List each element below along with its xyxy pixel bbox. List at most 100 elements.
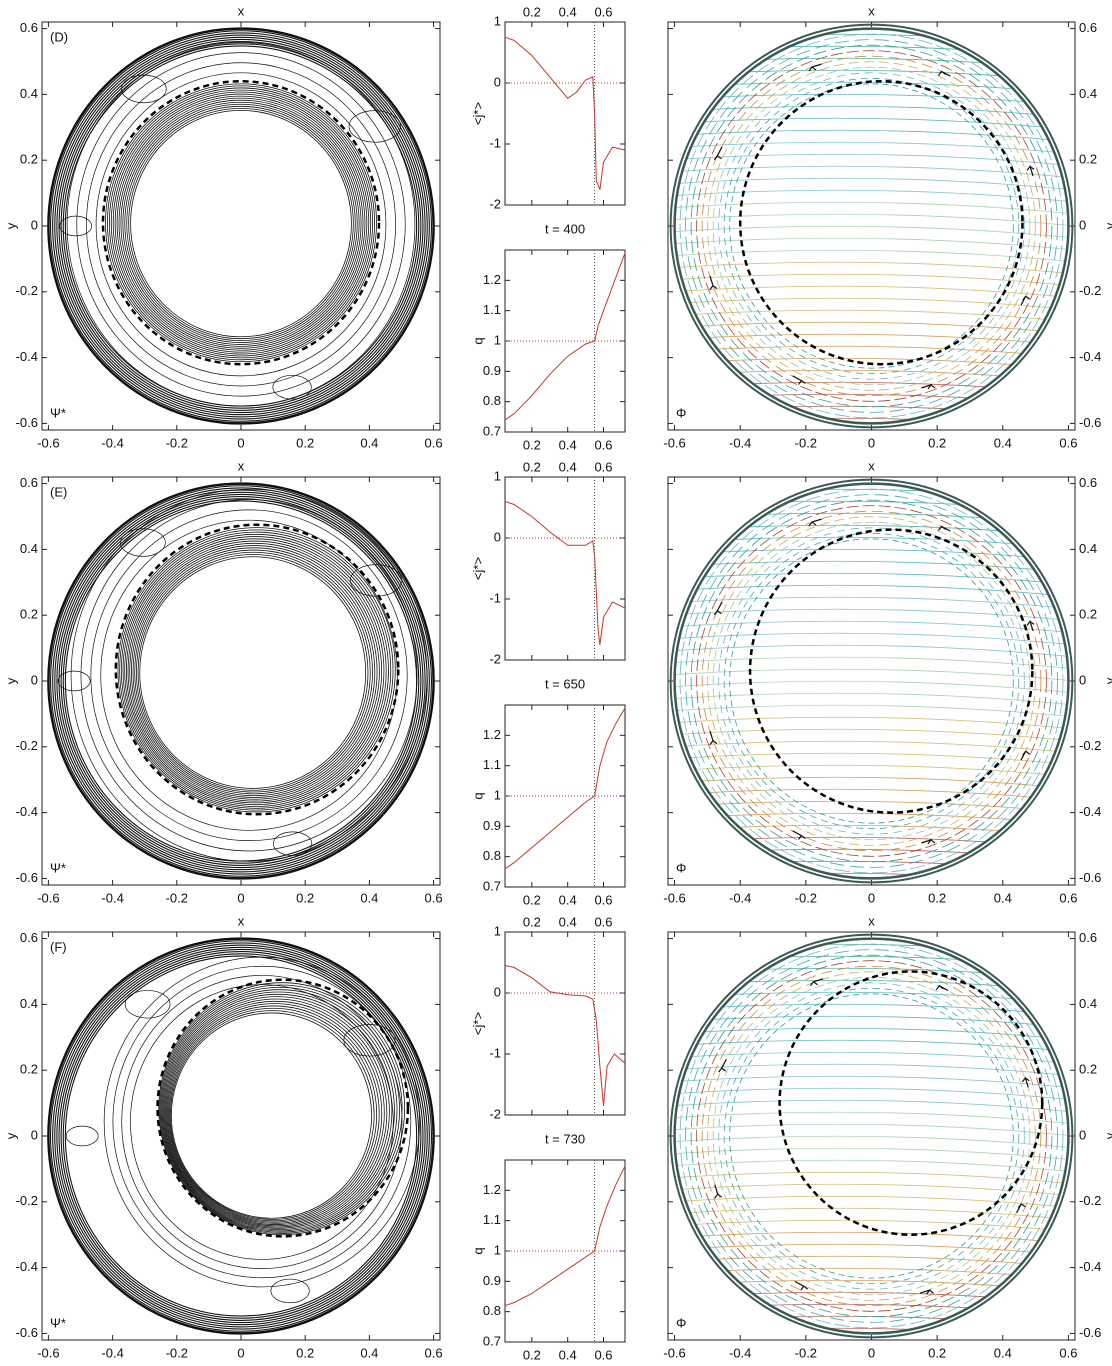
y-tick-label: 1.1 — [483, 757, 501, 772]
y-axis-label: q — [470, 1247, 485, 1254]
q1-surface — [748, 528, 1034, 814]
q1-surface — [738, 79, 1024, 366]
x-axis-label: x — [238, 458, 245, 473]
y-tick-label: -0.6 — [16, 415, 38, 430]
contour-line — [674, 1135, 1069, 1149]
contour-line — [723, 532, 1020, 830]
y-tick-label: 1 — [494, 1242, 501, 1257]
flow-arrow — [938, 525, 951, 532]
contour-line — [674, 572, 1069, 586]
contour-line — [122, 101, 360, 345]
x-tick-label: -0.6 — [37, 435, 59, 450]
contour-line — [696, 50, 1047, 402]
y-tick-label: -0.4 — [1079, 349, 1101, 364]
x-tick-label: 0.6 — [594, 1347, 612, 1362]
contour-line — [95, 72, 387, 377]
contour-line — [674, 656, 1069, 670]
x-tick-label: -0.4 — [729, 890, 751, 905]
contour-line — [135, 551, 371, 793]
y-axis-label: q — [470, 792, 485, 799]
y-tick-label: 0.7 — [483, 423, 501, 438]
contour-line — [723, 987, 1020, 1285]
contour-line — [674, 1123, 1069, 1137]
contour-line — [674, 500, 1069, 514]
contour-line — [674, 117, 1069, 131]
x-tick-label: -0.2 — [795, 1345, 817, 1360]
x-tick-label: 0.4 — [360, 890, 378, 905]
contour-line — [701, 510, 1042, 852]
contour-line — [674, 261, 1069, 275]
q1-surface — [114, 523, 400, 816]
y-tick-label: 0.7 — [483, 1333, 501, 1348]
x-tick-label: -0.2 — [795, 435, 817, 450]
panel: 0.2 0.4 0.6 0.7 0.8 0.9 1 1.1 1.2 q t = 650 — [470, 676, 626, 907]
y-axis-label: y — [1102, 1132, 1112, 1139]
contour-line — [169, 1010, 375, 1220]
x-axis-label: x — [238, 3, 245, 18]
y-tick-label: -0.2 — [16, 283, 38, 298]
contour-line — [49, 30, 433, 422]
x-tick-label: 0.4 — [559, 4, 577, 19]
contour-line — [124, 103, 358, 343]
x-tick-label: 0 — [868, 435, 875, 450]
contour-line — [674, 189, 1069, 203]
contour-line — [674, 333, 1069, 347]
y-tick-label: -0.4 — [1079, 804, 1101, 819]
contour-line — [105, 83, 377, 363]
flow-arrow — [714, 1184, 723, 1199]
contour-line — [52, 32, 430, 420]
axes-box — [41, 931, 441, 1341]
y-tick-label: 0.2 — [1079, 607, 1097, 622]
contour-line — [674, 309, 1069, 323]
contours — [48, 938, 434, 1334]
contour-line — [674, 955, 1069, 969]
x-tick-label: 0.2 — [523, 4, 541, 19]
panel: 0.2 0.4 0.6 -2 -1 0 1 <j*> — [470, 4, 626, 211]
x-tick-label: 0.4 — [360, 1345, 378, 1360]
x-tick-label: 0 — [868, 890, 875, 905]
contour-line — [685, 39, 1058, 413]
contour-line — [168, 1007, 378, 1222]
x-axis-label: x — [868, 913, 875, 928]
contour-line — [56, 491, 426, 871]
contour-line — [674, 177, 1069, 191]
y-axis-label: y — [3, 1132, 18, 1139]
contour-line — [674, 369, 1069, 383]
contour-line — [674, 45, 1069, 59]
y-tick-label: 1 — [494, 468, 501, 483]
contour-line — [729, 83, 1014, 369]
contour-line — [674, 69, 1069, 83]
contour-line — [674, 1051, 1069, 1065]
contour-line — [134, 549, 373, 795]
contour-line — [674, 1279, 1069, 1293]
y-tick-label: 1.2 — [483, 727, 501, 742]
panel-label: (D) — [50, 29, 68, 44]
contour-line — [674, 297, 1069, 311]
y-tick-label: -0.2 — [1079, 738, 1101, 753]
contour-line — [119, 529, 394, 811]
y-tick-label: 0.6 — [1079, 475, 1097, 490]
contour-line — [674, 165, 1069, 179]
contour-line — [130, 984, 394, 1260]
field-label: Φ — [676, 860, 686, 875]
contour-line — [674, 237, 1069, 251]
contour-line — [118, 97, 364, 349]
contour-line — [80, 499, 418, 852]
flow-arrow — [709, 730, 718, 745]
flow-arrow — [809, 978, 824, 987]
contour-line — [674, 1087, 1069, 1101]
contour-line — [54, 34, 428, 418]
contour-line — [58, 38, 424, 414]
contour-line — [674, 752, 1069, 766]
y-tick-label: 0.6 — [1079, 20, 1097, 35]
contour-line — [674, 668, 1069, 682]
contour-line — [130, 545, 378, 798]
contour-line — [59, 215, 93, 237]
x-tick-label: 0.6 — [425, 1345, 443, 1360]
flow-arrow — [713, 146, 723, 161]
contour-line — [674, 488, 1069, 502]
y-tick-label: 0.4 — [20, 541, 38, 556]
y-tick-label: -0.2 — [1079, 1193, 1101, 1208]
flow-arrow — [709, 275, 718, 290]
x-axis-label: x — [868, 458, 875, 473]
